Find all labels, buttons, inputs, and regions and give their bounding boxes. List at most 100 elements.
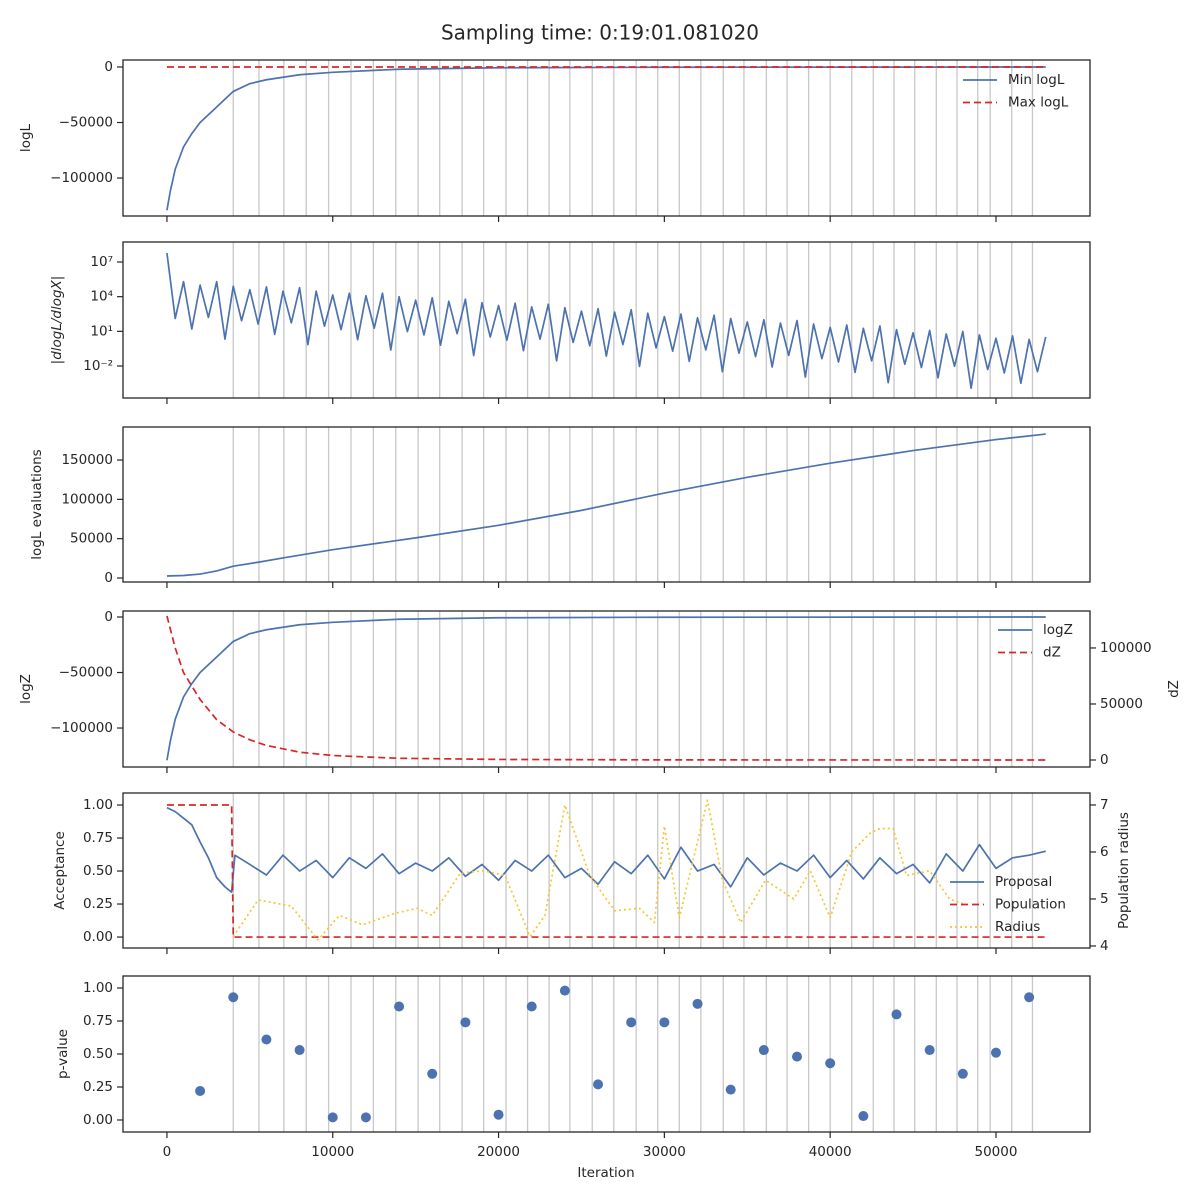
y-tick-label: 10⁻² [83, 358, 113, 374]
x-tick-label: 0 [163, 1144, 172, 1160]
y-tick-label: 0 [104, 609, 113, 625]
y2-axis-label: Population radius [1116, 812, 1132, 929]
point [825, 1058, 836, 1069]
y-tick-label: 0 [104, 570, 113, 586]
y2-tick-label: 6 [1100, 844, 1109, 860]
point [593, 1079, 604, 1090]
y2-tick-label: 5 [1100, 891, 1109, 907]
y-tick-label: −50000 [59, 115, 113, 131]
panel: 0.00 0.25 0.50 0.75 1.00 0 10000 20000 30000 4000… [55, 975, 1091, 1160]
y2-axis-label: dZ [1166, 680, 1182, 698]
plot-area [166, 793, 1046, 948]
point [725, 1084, 736, 1095]
plot-area [166, 427, 1046, 582]
point [659, 1017, 670, 1028]
x-tick-label: 50000 [975, 1144, 1018, 1160]
x-tick-label: 40000 [809, 1144, 852, 1160]
series-line [166, 616, 1046, 761]
point [559, 985, 570, 996]
point [195, 1085, 206, 1096]
y-tick-label: 0.50 [83, 863, 113, 879]
legend-label: Population [995, 897, 1066, 913]
y2-tick-label: 7 [1100, 797, 1109, 813]
series-line [166, 66, 1046, 211]
legend-label: Min logL [1008, 72, 1065, 88]
y-tick-label: 0.00 [83, 929, 113, 945]
panel: 0.00 0.25 0.50 0.75 1.00 4 5 6 7 Acceptance Popula… [52, 792, 1132, 954]
point [394, 1001, 405, 1012]
axes-frame [122, 610, 1091, 768]
point [294, 1045, 305, 1056]
point [758, 1045, 769, 1056]
y-tick-label: 100000 [61, 491, 113, 507]
y-tick-label: −100000 [50, 170, 113, 186]
y-axis-label: logL evaluations [29, 449, 45, 559]
y-axis-label: p-value [55, 1029, 71, 1079]
series-line [166, 433, 1046, 577]
y-axis-label: Acceptance [52, 831, 68, 910]
y-tick-label: 0.25 [83, 896, 113, 912]
point [493, 1109, 504, 1120]
y-axis-label: |dlogL/dlogX| [49, 276, 65, 365]
y-tick-label: 0.50 [83, 1046, 113, 1062]
legend-label: logZ [1043, 622, 1073, 638]
y-tick-label: 1.00 [83, 797, 113, 813]
figure-title: Sampling time: 0:19:01.081020 [441, 21, 759, 45]
y-tick-label: 0.25 [83, 1079, 113, 1095]
y-tick-label: 150000 [61, 452, 113, 468]
y-tick-label: 10⁴ [90, 289, 113, 305]
point [990, 1047, 1001, 1058]
y-tick-label: 1.00 [83, 980, 113, 996]
point [228, 992, 239, 1003]
point [526, 1001, 537, 1012]
axes-frame [122, 59, 1091, 217]
y-tick-label: 0.00 [83, 1112, 113, 1128]
y-tick-label: 10¹ [90, 323, 113, 339]
panel: −100000 −50000 0 logL Min logL Max logL [18, 59, 1091, 222]
y-tick-label: 50000 [70, 531, 113, 547]
x-axis-label: Iteration [577, 1165, 634, 1181]
y2-tick-label: 50000 [1100, 696, 1143, 712]
point [427, 1068, 438, 1079]
point [360, 1112, 371, 1123]
panel: 0 50000 100000 150000 logL evaluations [29, 426, 1091, 588]
legend: Min logL Max logL [963, 72, 1069, 111]
point [957, 1068, 968, 1079]
series-line [166, 252, 1047, 390]
legend-label: Proposal [995, 874, 1052, 890]
point [626, 1017, 637, 1028]
y2-tick-label: 100000 [1100, 640, 1152, 656]
x-tick-label: 20000 [477, 1144, 520, 1160]
point [692, 998, 703, 1009]
panel: −100000 −50000 0 0 50000 100000 logZ dZ logZ dZ [18, 609, 1182, 773]
x-tick-label: 30000 [643, 1144, 686, 1160]
point [858, 1111, 869, 1122]
legend-label: Max logL [1008, 95, 1069, 111]
y-tick-label: 0 [104, 59, 113, 75]
y-tick-label: −50000 [59, 665, 113, 681]
y2-tick-label: 0 [1100, 752, 1109, 768]
point [327, 1112, 338, 1123]
x-tick-label: 10000 [311, 1144, 354, 1160]
plot-area [166, 242, 1047, 398]
y-tick-label: 0.75 [83, 830, 113, 846]
legend-label: Radius [995, 919, 1040, 935]
panel: 10⁻² 10¹ 10⁴ 10⁷ |dlogL/dlogX| [49, 241, 1091, 404]
point [460, 1017, 471, 1028]
y-tick-label: −100000 [50, 720, 113, 736]
y2-tick-label: 4 [1100, 938, 1109, 954]
point [1024, 992, 1035, 1003]
legend-label: dZ [1043, 645, 1061, 661]
series-line [166, 806, 1046, 893]
plot-area [166, 611, 1046, 767]
plot-area [166, 60, 1046, 216]
axes-frame [122, 426, 1091, 583]
series-line [232, 799, 964, 941]
point [891, 1009, 902, 1020]
axes-frame [122, 241, 1091, 399]
series-line [166, 615, 1046, 761]
point [924, 1045, 935, 1056]
point [792, 1051, 803, 1062]
